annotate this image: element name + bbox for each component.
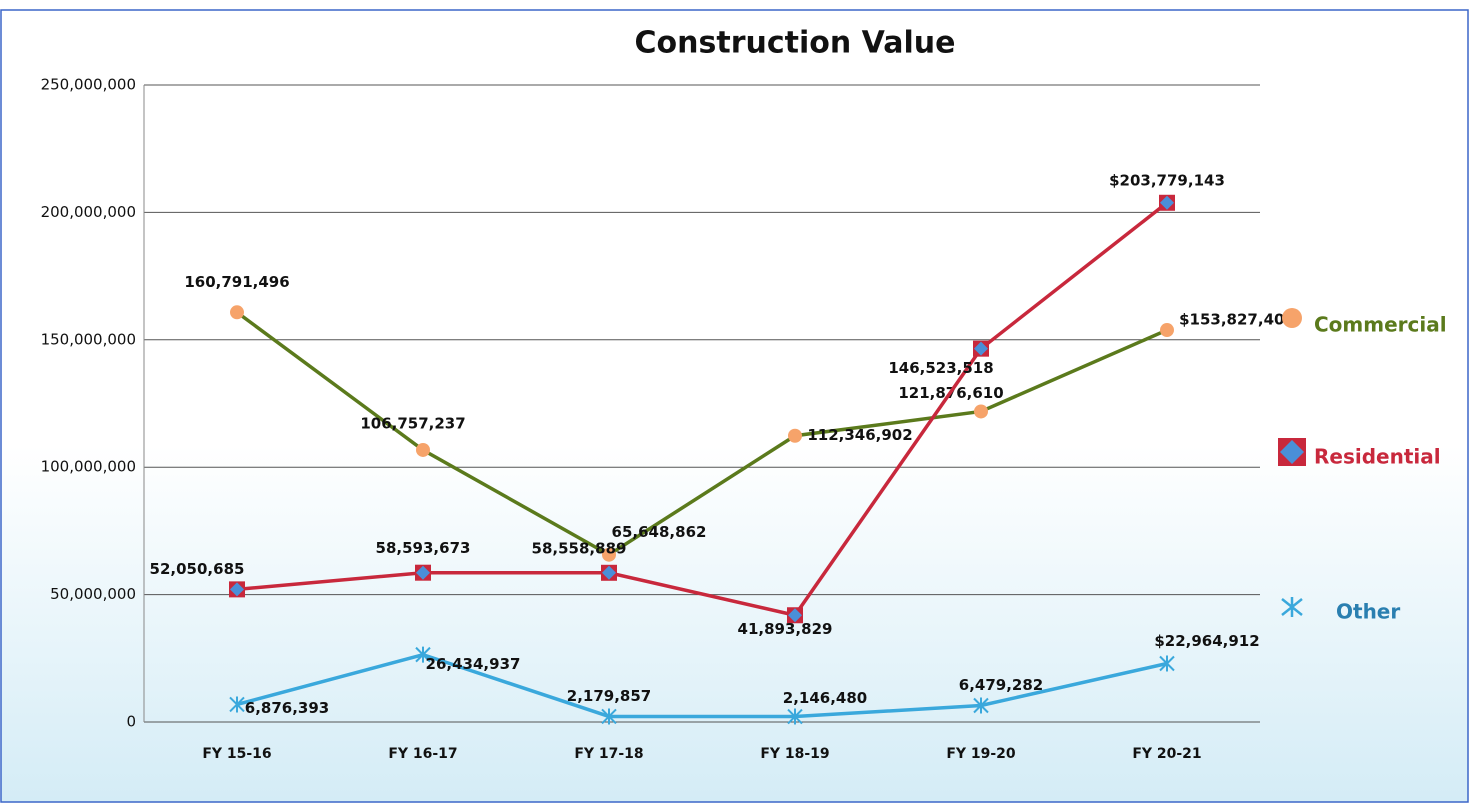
x-tick-label: FY 15-16 xyxy=(202,746,271,762)
x-tick-label: FY 19-20 xyxy=(946,746,1016,762)
marker-inner xyxy=(416,565,430,580)
data-label: 52,050,685 xyxy=(150,560,245,578)
data-label: 58,593,673 xyxy=(376,539,471,557)
data-label: 6,479,282 xyxy=(959,676,1043,694)
marker-inner xyxy=(788,608,802,623)
legend-label: Other xyxy=(1336,600,1400,624)
marker xyxy=(973,697,989,714)
marker-inner xyxy=(602,565,616,580)
y-tick-label: 150,000,000 xyxy=(41,330,136,348)
data-label: 6,876,393 xyxy=(245,699,329,717)
data-label: 146,523,518 xyxy=(888,359,993,377)
marker xyxy=(229,696,245,713)
data-label: 2,146,480 xyxy=(783,689,867,707)
data-label: 58,558,889 xyxy=(532,539,627,557)
legend-marker xyxy=(1281,597,1303,617)
data-label: 41,893,829 xyxy=(738,620,833,638)
data-label: $203,779,143 xyxy=(1109,171,1225,189)
legend-marker-inner xyxy=(1280,440,1304,464)
data-label: $153,827,400 xyxy=(1179,311,1295,329)
data-label: 112,346,902 xyxy=(807,426,912,444)
data-label: 26,434,937 xyxy=(426,655,521,673)
marker xyxy=(416,442,430,457)
legend-label: Residential xyxy=(1314,445,1441,469)
marker xyxy=(1159,655,1175,672)
data-label: 160,791,496 xyxy=(184,273,289,291)
marker xyxy=(230,305,244,320)
chart-frame xyxy=(0,9,1469,803)
x-tick-label: FY 16-17 xyxy=(388,746,457,762)
y-tick-label: 200,000,000 xyxy=(41,203,136,221)
y-tick-label: 100,000,000 xyxy=(41,458,136,476)
marker xyxy=(601,708,617,725)
data-label: $22,964,912 xyxy=(1154,632,1259,650)
legend-marker xyxy=(1282,308,1302,328)
marker xyxy=(602,547,616,562)
data-label: 65,648,862 xyxy=(612,523,707,541)
marker-inner xyxy=(230,582,244,597)
legend-label: Commercial xyxy=(1314,313,1447,337)
x-tick-label: FY 17-18 xyxy=(574,746,643,762)
data-label: 106,757,237 xyxy=(360,414,465,432)
marker xyxy=(415,646,431,663)
chart-title: Construction Value xyxy=(635,26,956,61)
series-line xyxy=(236,201,1169,618)
marker xyxy=(788,428,802,443)
data-label: 2,179,857 xyxy=(567,687,651,705)
marker xyxy=(787,708,803,725)
y-tick-label: 50,000,000 xyxy=(50,585,136,603)
y-tick-label: 250,000,000 xyxy=(41,76,136,94)
marker-inner xyxy=(1160,195,1174,210)
series-line xyxy=(236,652,1168,719)
series-line xyxy=(235,310,1168,557)
x-tick-label: FY 18-19 xyxy=(760,746,829,762)
marker-inner xyxy=(974,341,988,356)
y-tick-label: 0 xyxy=(126,713,136,731)
marker xyxy=(1160,323,1174,338)
marker xyxy=(974,404,988,419)
x-tick-label: FY 20-21 xyxy=(1132,746,1201,762)
